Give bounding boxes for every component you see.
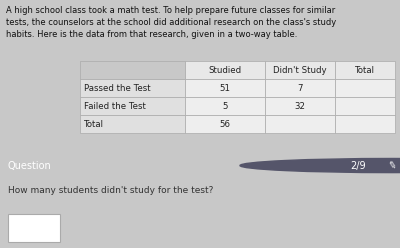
Text: 7: 7 [297,84,303,93]
Bar [80,79,185,97]
Text: 5: 5 [222,102,228,111]
Bar [185,97,265,115]
Text: ✎: ✎ [387,160,397,171]
Text: 2/9: 2/9 [350,160,366,171]
Bar [335,61,395,79]
Circle shape [240,158,400,173]
Text: Failed the Test: Failed the Test [84,102,146,111]
Bar [335,115,395,133]
Bar [80,97,185,115]
Bar [80,115,185,133]
Text: Total: Total [84,120,104,129]
Bar [265,115,335,133]
Text: How many students didn't study for the test?: How many students didn't study for the t… [8,186,213,195]
Text: Question: Question [8,160,52,171]
Text: Studied: Studied [208,66,242,75]
Bar [185,79,265,97]
Text: Total: Total [355,66,375,75]
Bar [335,97,395,115]
Bar [185,61,265,79]
Bar [265,79,335,97]
Text: 32: 32 [294,102,306,111]
Bar [265,97,335,115]
Bar [8,214,60,242]
Text: 51: 51 [220,84,230,93]
Bar [80,61,185,79]
Bar [335,79,395,97]
Bar [185,115,265,133]
Text: Passed the Test: Passed the Test [84,84,151,93]
Text: 56: 56 [220,120,230,129]
Text: A high school class took a math test. To help prepare future classes for similar: A high school class took a math test. To… [6,6,336,39]
Text: Didn't Study: Didn't Study [273,66,327,75]
Bar [265,61,335,79]
